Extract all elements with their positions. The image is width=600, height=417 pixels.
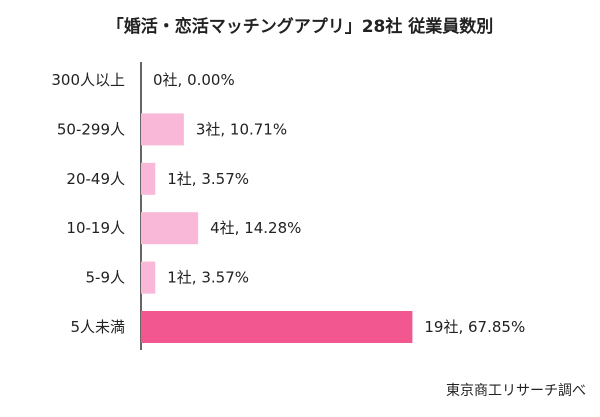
- source-note: 東京商工リサーチ調べ: [446, 383, 586, 399]
- data-label: 3社, 10.71%: [196, 120, 287, 138]
- bar: [141, 311, 413, 343]
- category-label: 10-19人: [66, 219, 125, 237]
- bar: [141, 113, 184, 146]
- chart-title: 「婚活・恋活マッチングアプリ」28社 従業員数別: [106, 17, 494, 37]
- bar: [141, 212, 199, 245]
- data-label: 4社, 14.28%: [210, 219, 301, 237]
- data-label: 1社, 3.57%: [167, 170, 249, 188]
- data-label: 0社, 0.00%: [153, 71, 235, 89]
- bar: [141, 261, 156, 294]
- category-label: 20-49人: [66, 170, 125, 188]
- bar: [141, 162, 156, 195]
- category-label: 50-299人: [57, 120, 125, 138]
- data-label: 1社, 3.57%: [167, 269, 249, 287]
- category-label: 5-9人: [86, 269, 126, 287]
- data-label: 19社, 67.85%: [424, 318, 525, 336]
- category-label: 300人以上: [51, 71, 125, 89]
- category-label: 5人未満: [70, 318, 125, 336]
